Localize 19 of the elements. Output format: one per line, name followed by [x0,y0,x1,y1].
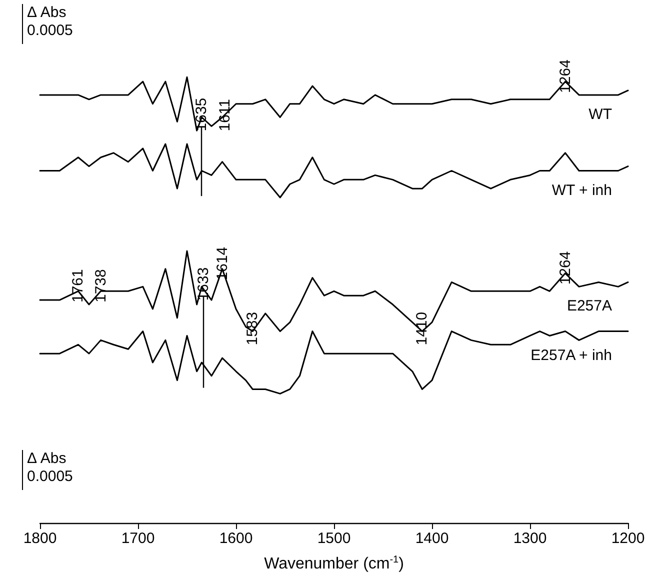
x-tick-label: 1700 [121,530,155,547]
annotation: 1611 [216,98,234,132]
annotation: 1761 [70,269,87,303]
x-tick-label: 1600 [219,530,253,547]
series-label: WT [588,106,612,123]
x-tick-label: 1800 [23,530,57,547]
x-tick-label: 1400 [415,530,449,547]
annotation: 1738 [92,269,110,303]
text: Δ Abs 0.0005 [27,4,74,41]
series-label: E257A [566,298,612,315]
x-tick-label: 1300 [513,530,547,547]
x-tick-label: 1500 [317,530,351,547]
x-tick-label: 1200 [611,530,645,547]
series-label: WT + inh [552,182,612,199]
series-label: E257A + inh [530,346,612,364]
annotation: 1264 [556,251,574,285]
annotation: Δ Abs 0.0005 [27,450,74,487]
annotation: 1264 [556,60,574,93]
annotation: 1410 [414,312,431,346]
